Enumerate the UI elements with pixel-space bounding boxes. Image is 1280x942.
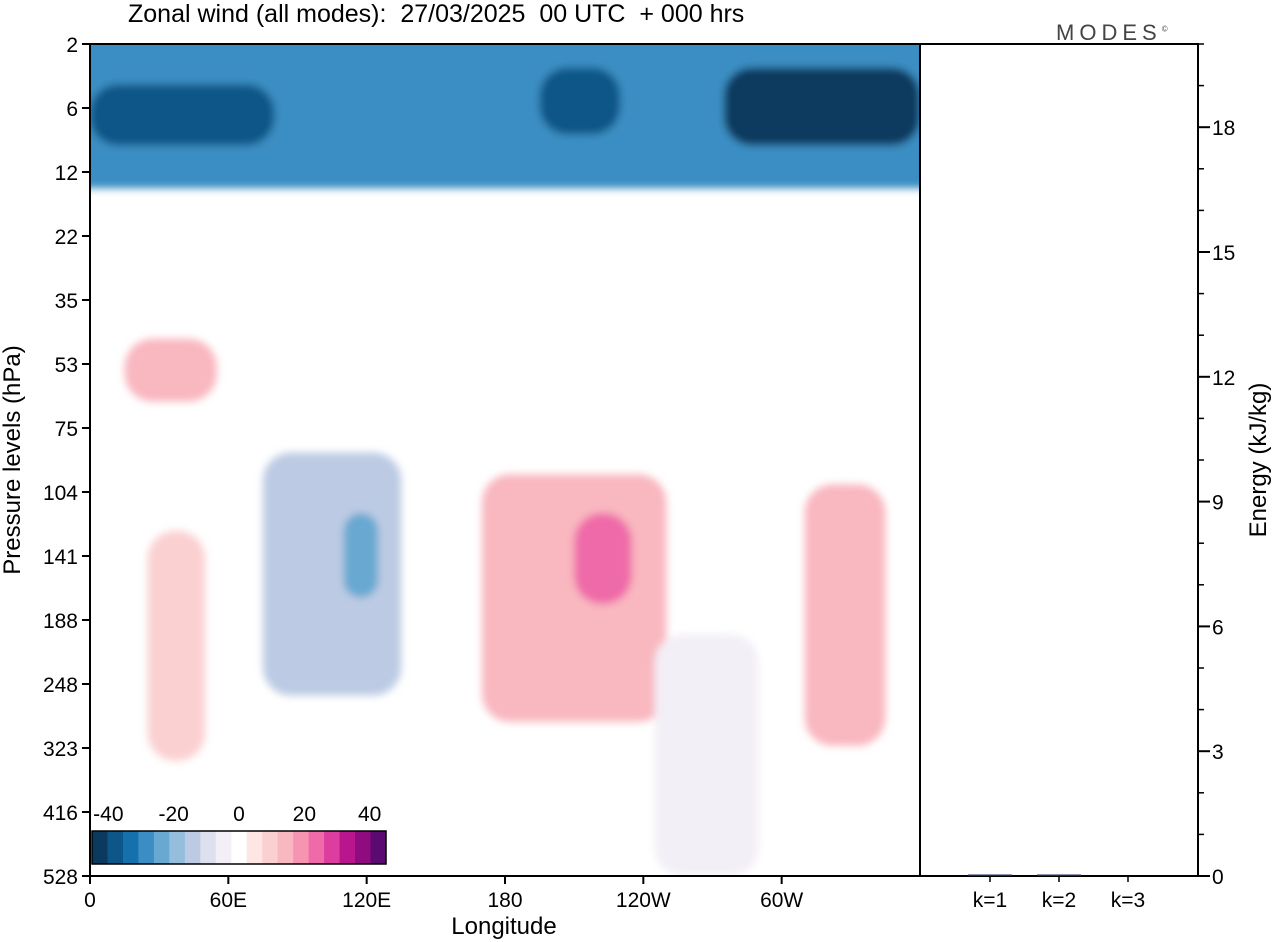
zonal-wind-heatmap (90, 44, 920, 876)
wind-region (574, 513, 632, 605)
colorbar-label: 40 (358, 803, 381, 826)
pressure-axis: 2 6 12 22 35 53 75 104 141 188 248 323 416 528 (43, 34, 90, 889)
colorbar-swatch (200, 831, 217, 864)
colorbar-swatch (122, 831, 139, 864)
colorbar-swatch (153, 831, 170, 864)
wind-region (724, 67, 920, 146)
energy-tick-label: 12 (1212, 367, 1235, 390)
colorbar-swatch (246, 831, 263, 864)
energy-category-label: k=2 (1042, 889, 1076, 912)
colorbar-swatch (370, 831, 387, 864)
wind-region (481, 474, 667, 722)
energy-panel (919, 43, 1199, 877)
energy-tick-label: 15 (1212, 242, 1235, 265)
colorbar-swatch (308, 831, 325, 864)
logo-text: MODES (1056, 20, 1162, 45)
energy-tick-label: 6 (1212, 616, 1224, 639)
colorbar-swatch (138, 831, 155, 864)
colorbar-swatch (92, 831, 108, 864)
colorbar-swatch (262, 831, 279, 864)
colorbar-label: 20 (293, 803, 316, 826)
colorbar-label: -20 (158, 803, 188, 826)
wind-region (147, 530, 206, 761)
wind-region (262, 452, 402, 696)
pressure-tick-label: 141 (43, 546, 78, 569)
energy-axis-title: Energy (kJ/kg) (1245, 383, 1272, 538)
wind-region (90, 84, 275, 146)
wind-region (804, 484, 886, 746)
logo-mark: © (1161, 24, 1168, 34)
longitude-tick-label: 0 (84, 889, 96, 912)
longitude-tick-label: 180 (487, 889, 522, 912)
x-axis-title: Longitude (451, 913, 556, 940)
pressure-tick-label: 416 (43, 802, 78, 825)
energy-category-label: k=1 (973, 889, 1007, 912)
colorbar-swatch (231, 831, 248, 864)
energy-tick-label: 3 (1212, 741, 1224, 764)
modes-logo: MODES© (1056, 20, 1168, 46)
wind-region (124, 338, 217, 402)
pressure-tick-label: 528 (43, 866, 78, 889)
pressure-tick-label: 35 (55, 290, 78, 313)
energy-category-label: k=3 (1111, 889, 1145, 912)
colorbar-swatch (339, 831, 356, 864)
colorbar-swatch (355, 831, 372, 864)
wind-region (654, 634, 759, 876)
pressure-tick-label: 323 (43, 738, 78, 761)
pressure-tick-label: 2 (66, 34, 78, 57)
colorbar-swatch (324, 831, 341, 864)
pressure-tick-label: 53 (55, 354, 78, 377)
colorbar-swatch (169, 831, 186, 864)
colorbar-frame (91, 830, 387, 865)
colorbar-swatch (184, 831, 201, 864)
colorbar-label: -40 (93, 803, 123, 826)
pressure-tick-label: 6 (66, 98, 78, 121)
colorbar-swatch (215, 831, 232, 864)
colorbar-label: 0 (233, 803, 245, 826)
energy-bar (968, 874, 1012, 876)
longitude-tick-label: 60E (210, 889, 247, 912)
energy-tick-label: 18 (1212, 117, 1235, 140)
pressure-tick-label: 104 (43, 482, 78, 505)
longitude-tick-label: 120E (342, 889, 391, 912)
pressure-tick-label: 12 (55, 162, 78, 185)
longitude-tick-label: 60W (760, 889, 803, 912)
colorbar-swatch (107, 831, 124, 864)
energy-tick-label: 0 (1212, 866, 1224, 889)
energy-bar (1037, 874, 1081, 876)
pressure-tick-label: 248 (43, 674, 78, 697)
chart-title: Zonal wind (all modes): 27/03/2025 00 UT… (128, 0, 745, 28)
pressure-tick-label: 22 (55, 226, 78, 249)
longitude-axis: 0 60E 120E 180 120W 60W (84, 876, 803, 912)
colorbar: -40 -20 0 20 40 (91, 803, 387, 865)
longitude-tick-label: 120W (616, 889, 671, 912)
energy-tick-label: 9 (1212, 492, 1224, 515)
wind-region (343, 513, 379, 598)
pressure-tick-label: 188 (43, 610, 78, 633)
colorbar-swatch (277, 831, 294, 864)
colorbar-swatch (293, 831, 310, 864)
y-axis-title: Pressure levels (hPa) (0, 345, 26, 574)
wind-region (539, 67, 621, 135)
energy-bar-chart: 0 3 6 9 12 15 18 k=1 k=2 k=3 (968, 43, 1235, 912)
pressure-tick-label: 75 (55, 418, 78, 441)
